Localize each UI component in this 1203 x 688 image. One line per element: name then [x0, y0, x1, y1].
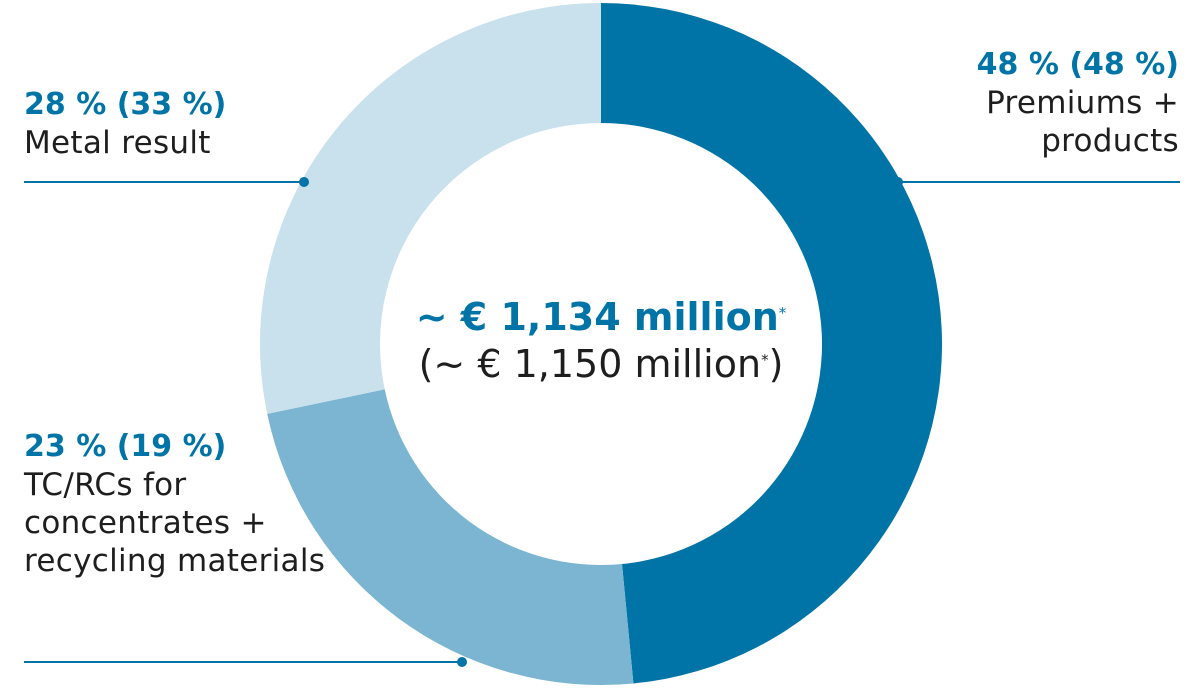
donut-slices — [260, 3, 943, 685]
slice-label-premiums: 48 % (48 %) Premiums + products — [949, 46, 1179, 160]
slice-label-metal-result: 28 % (33 %) Metal result — [24, 86, 226, 162]
donut-center-total: ~ € 1,134 million* (~ € 1,150 million*) — [301, 294, 901, 388]
donut-slice-metal-result — [260, 3, 601, 414]
slice-pct-metal-result: 28 % (33 %) — [24, 87, 227, 122]
donut-slice-premiums-products — [601, 3, 943, 684]
slice-pct-premiums: 48 % (48 %) — [976, 47, 1179, 82]
leader-dot-metal — [299, 177, 309, 187]
footnote-mark: * — [778, 304, 787, 322]
footnote-mark: * — [761, 351, 769, 369]
leader-dot-tcrc — [457, 657, 467, 667]
slice-label-tcrc: 23 % (19 %) TC/RCs for concentrates + re… — [24, 428, 384, 580]
donut-slice-tc-rcs-for-concentrates-recycling-materials — [267, 389, 634, 685]
center-total-current-text: ~ € 1,134 million — [415, 295, 779, 339]
slice-name-tcrc: TC/RCs for concentrates + recycling mate… — [24, 467, 326, 579]
center-total-prior-text: (~ € 1,150 million — [418, 342, 762, 386]
center-total-prior-close: ) — [768, 342, 784, 386]
slice-name-metal-result: Metal result — [24, 125, 211, 161]
leader-lines — [24, 177, 1180, 667]
slice-pct-tcrc: 23 % (19 %) — [24, 429, 227, 464]
leader-dot-premiums — [893, 177, 903, 187]
center-total-current: ~ € 1,134 million* — [301, 294, 901, 340]
center-total-prior: (~ € 1,150 million*) — [301, 340, 901, 388]
slice-name-premiums: Premiums + products — [986, 85, 1179, 159]
